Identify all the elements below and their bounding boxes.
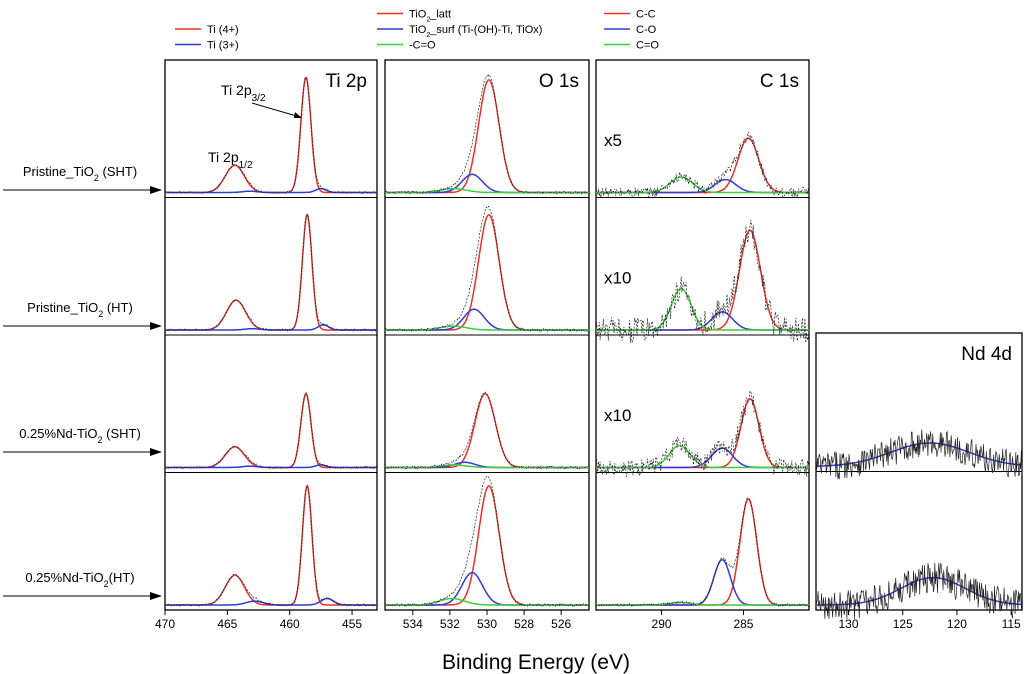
fit-c1s-s2	[596, 444, 809, 469]
raw-ti2p-s0	[164, 77, 378, 194]
panel-title-c1s: C 1s	[760, 71, 799, 92]
fit-c1s-s0	[596, 176, 809, 194]
multiplier-label: x10	[604, 406, 631, 425]
x-tick-label: 115	[1002, 617, 1021, 631]
x-tick-label: 465	[217, 617, 237, 631]
x-axis-label: Binding Energy (eV)	[442, 651, 630, 674]
x-tick-label: 532	[440, 617, 460, 631]
raw-c1s-s3	[595, 497, 810, 608]
x-tick-label: 455	[342, 617, 362, 631]
panel-frames	[164, 59, 1023, 615]
multiplier-label: x5	[604, 131, 622, 150]
raw-c1s-s1	[595, 220, 810, 344]
sample-arrowhead	[150, 322, 162, 330]
fit-o1s-s3	[385, 597, 589, 606]
panel-title-o1s: O 1s	[539, 71, 579, 92]
sample-label-nd-ht: 0.25%Nd-TiO2(HT)	[25, 570, 134, 589]
fit-o1s-s0	[385, 78, 589, 194]
x-tick-label: 290	[652, 617, 672, 631]
fit-c1s-s3	[596, 558, 809, 606]
x-tick-label: 526	[551, 617, 571, 631]
fit-ti2p-s0	[165, 187, 377, 194]
sample-label-nd-sht: 0.25%Nd-TiO2 (SHT)	[19, 426, 141, 445]
x-tick-label: 528	[514, 617, 534, 631]
fit-o1s-s1	[385, 214, 589, 331]
raw-o1s-s3	[384, 475, 590, 608]
raw-o1s-s1	[384, 205, 590, 332]
sample-arrowhead	[150, 186, 162, 194]
raw-o1s-s0	[384, 73, 590, 195]
raw-c1s-s0	[595, 131, 810, 199]
fit-o1s-s0	[385, 187, 589, 194]
sample-arrowhead	[150, 592, 162, 600]
fit-ti2p-s1	[165, 213, 377, 331]
labels: Binding Energy (eV) 470 465 460 455 Ti 2p Ti …	[3, 9, 1021, 674]
annotation-arrowhead	[293, 112, 302, 118]
fit-o1s-s1	[385, 308, 589, 331]
x-tick-label: 530	[477, 617, 497, 631]
fit-c1s-s2	[596, 447, 809, 469]
legend-label: C-O	[636, 24, 657, 36]
fit-c1s-s1	[596, 287, 809, 331]
fit-o1s-s3	[385, 485, 589, 606]
fit-ti2p-s3	[165, 484, 377, 606]
spectra-lines	[164, 73, 1023, 620]
fit-ti2p-s0	[165, 76, 377, 194]
x-tick-label: 125	[893, 617, 913, 631]
fit-c1s-s0	[596, 137, 809, 194]
fit-o1s-s1	[385, 325, 589, 331]
sample-label-pristine-sht: Pristine_TiO2 (SHT)	[23, 164, 137, 183]
x-tick-label: 130	[839, 617, 859, 631]
fit-o1s-s0	[385, 173, 589, 194]
x-tick-label: 534	[403, 617, 423, 631]
x-tick-label: 470	[155, 617, 175, 631]
legend-label: Ti (4+)	[207, 24, 239, 36]
fit-o1s-s2	[385, 392, 589, 469]
raw-o1s-s2	[384, 391, 590, 470]
fit-o1s-s3	[385, 571, 589, 606]
legend-label: TiO2_surf (Ti-(OH)-Ti, TiOx)	[409, 24, 542, 39]
annotation-ti2p12: Ti 2p1/2	[208, 149, 253, 171]
multiplier-label: x10	[604, 269, 631, 288]
raw-ti2p-s1	[164, 213, 378, 332]
x-tick-label: 120	[947, 617, 967, 631]
raw-nd4d-s1	[815, 562, 1023, 620]
legend-label: C-C	[636, 9, 656, 21]
fit-o1s-s2	[385, 464, 589, 469]
sample-label-pristine-ht: Pristine_TiO2 (HT)	[27, 300, 133, 319]
fit-c1s-s3	[596, 498, 809, 606]
raw-nd4d-s0	[815, 429, 1023, 480]
panel-title-ti2p: Ti 2p	[325, 71, 367, 92]
sample-arrowhead	[150, 448, 162, 456]
x-tick-label: 285	[733, 617, 753, 631]
panel-title-nd4d: Nd 4d	[961, 344, 1012, 365]
x-tick-label: 460	[280, 617, 300, 631]
annotation-ti2p32: Ti 2p3/2	[221, 82, 266, 104]
fit-ti2p-s3	[165, 597, 377, 606]
legend-label: -C=O	[409, 40, 436, 52]
raw-ti2p-s2	[164, 391, 378, 470]
legend-label: TiO2_latt	[409, 9, 451, 24]
fit-ti2p-s2	[165, 393, 377, 469]
legend-label: Ti (3+)	[207, 40, 239, 52]
annotation-arrow	[251, 102, 301, 118]
legend-label: C=O	[636, 40, 659, 52]
raw-ti2p-s3	[164, 484, 378, 607]
